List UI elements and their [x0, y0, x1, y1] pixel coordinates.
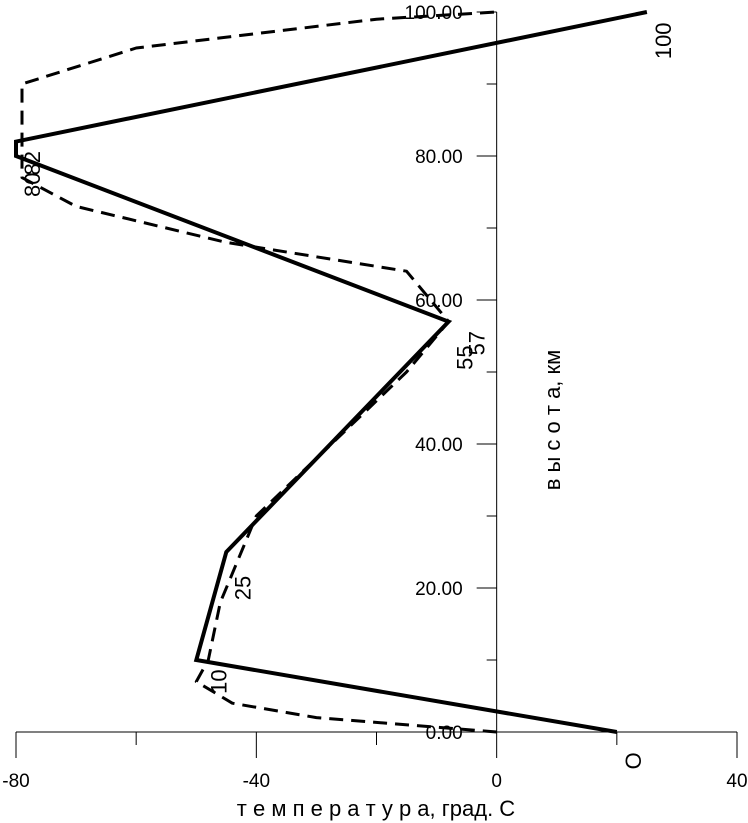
- tick-labels: -80 -40 0 40 0.00 20.00 40.00 60.00 80.00 100.00: [2, 3, 747, 792]
- y-tick-label: 100.00: [405, 3, 463, 24]
- x-tick-label: 0: [491, 771, 502, 792]
- x-tick-label: 40: [726, 771, 747, 792]
- point-label: 10: [206, 669, 231, 693]
- x-axis-title: т е м п е р а т у р а, град. С: [237, 796, 516, 821]
- point-label: 82: [20, 151, 45, 175]
- point-label: 55: [453, 345, 478, 369]
- series-group: [14, 10, 648, 734]
- point-label: 100: [651, 22, 676, 59]
- y-tick-label: 80.00: [415, 147, 463, 168]
- y-tick-label: 40.00: [415, 435, 463, 456]
- y-axis-title: в ы с о т а, км: [540, 350, 565, 491]
- y-tick-label: 60.00: [415, 291, 463, 312]
- y-tick-label: 0.00: [426, 723, 463, 744]
- point-label: 57: [465, 331, 490, 355]
- point-label: 80: [20, 173, 45, 197]
- point-label: 25: [230, 576, 255, 600]
- x-tick-label: -40: [243, 771, 270, 792]
- axes: [15, 11, 738, 758]
- y-tick-label: 20.00: [415, 579, 463, 600]
- x-tick-label: -80: [2, 771, 29, 792]
- series-line-dashed: [20, 10, 497, 734]
- point-label: O: [621, 752, 646, 769]
